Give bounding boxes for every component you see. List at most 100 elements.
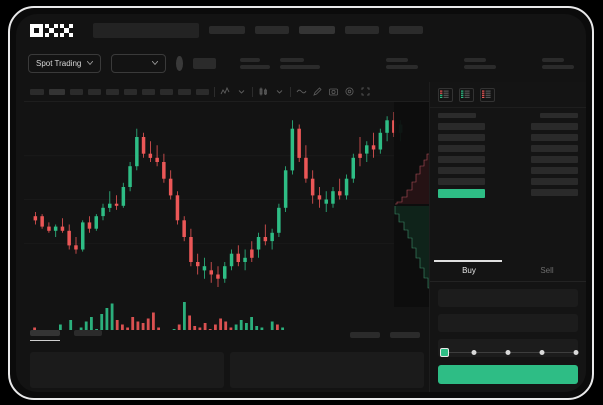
timeframe-8[interactable]: [160, 88, 173, 95]
search-input[interactable]: [93, 22, 199, 38]
chart-type-icon[interactable]: [258, 86, 269, 97]
chevron-down-icon[interactable]: [274, 86, 285, 97]
stat-label: [280, 57, 304, 62]
stat-label: [386, 57, 408, 62]
gear-icon[interactable]: [344, 86, 355, 97]
orderbook-view-modes: [430, 82, 586, 108]
logo-letter-o: [30, 23, 43, 37]
orderbook-mode-bids[interactable]: [459, 88, 474, 102]
orderbook-row[interactable]: [438, 123, 578, 130]
chevron-down-icon: [152, 60, 159, 67]
orders-content: [30, 352, 424, 388]
okx-logo[interactable]: [30, 23, 73, 37]
orderbook-row[interactable]: [438, 189, 578, 198]
stat-label: [542, 57, 564, 62]
orderbook-price: [438, 156, 485, 163]
orders-panel-right[interactable]: [230, 352, 424, 388]
stat-value: [464, 64, 496, 69]
toolbar-divider: [290, 86, 291, 97]
orders-tab-2[interactable]: [74, 330, 102, 336]
timeframe-1[interactable]: [30, 88, 44, 95]
volume-series: [33, 302, 284, 330]
orderbook-price: [438, 134, 485, 141]
orderbook-header: [438, 113, 578, 118]
tab-buy[interactable]: Buy: [462, 266, 476, 275]
chevron-down-icon: [87, 60, 94, 67]
slider-handle[interactable]: [440, 348, 449, 357]
stat-label: [464, 57, 486, 62]
stat-label: [240, 57, 260, 62]
orders-panel: [24, 330, 426, 388]
candle-series: [33, 112, 403, 287]
orderbook-price: [438, 178, 485, 185]
chart-svg: [24, 112, 434, 330]
trading-mode-select[interactable]: Spot Trading: [28, 53, 102, 73]
stat-value: [386, 64, 418, 69]
top-navigation-bar: [16, 14, 586, 46]
orderbook-row[interactable]: [438, 167, 578, 174]
orders-action-1[interactable]: [350, 332, 380, 338]
stat-item-2: [280, 57, 320, 69]
pencil-icon[interactable]: [312, 86, 323, 97]
order-price-field[interactable]: [438, 289, 578, 307]
order-amount-field[interactable]: [438, 314, 578, 332]
trading-mode-label: Spot Trading: [36, 58, 82, 68]
orderbook-amount: [531, 123, 578, 130]
timeframe-2[interactable]: [49, 88, 65, 95]
orderbook[interactable]: [430, 109, 586, 259]
orderbook-amount: [531, 145, 578, 152]
chevron-down-icon[interactable]: [236, 86, 247, 97]
orders-panel-left[interactable]: [30, 352, 224, 388]
stat-value: [542, 64, 574, 69]
slider-step-100[interactable]: [573, 350, 579, 355]
orderbook-rows: [438, 123, 578, 198]
timeframe-9[interactable]: [178, 88, 191, 95]
timeframe-4[interactable]: [88, 88, 101, 95]
timeframe-10[interactable]: [196, 88, 209, 95]
device-frame: Spot Trading: [8, 6, 594, 400]
orderbook-row[interactable]: [438, 156, 578, 163]
timeframe-3[interactable]: [70, 88, 83, 95]
nav-item-2[interactable]: [255, 26, 289, 34]
orderbook-row[interactable]: [438, 178, 578, 185]
camera-icon[interactable]: [328, 86, 339, 97]
orders-action-2[interactable]: [390, 332, 420, 338]
slider-step-50[interactable]: [505, 350, 511, 355]
timeframe-7[interactable]: [142, 88, 155, 95]
nav-item-1[interactable]: [209, 26, 245, 34]
line-wave-icon[interactable]: [296, 86, 307, 97]
toolbar-divider: [214, 86, 215, 97]
tab-sell[interactable]: Sell: [540, 266, 554, 275]
stat-item-3: [386, 57, 418, 69]
fullscreen-icon[interactable]: [360, 86, 371, 97]
slider-step-25[interactable]: [471, 350, 477, 355]
orders-tab-1[interactable]: [30, 330, 60, 341]
stat-item-1: [240, 57, 270, 69]
logo-letter-k: [45, 23, 58, 37]
orderbook-mode-asks[interactable]: [480, 88, 495, 102]
percent-slider[interactable]: [440, 348, 579, 358]
candlestick-chart[interactable]: [24, 102, 434, 330]
slider-step-75[interactable]: [539, 350, 545, 355]
stat-item-5: [542, 57, 574, 69]
orderbook-mode-both[interactable]: [438, 88, 453, 102]
orderbook-row[interactable]: [438, 145, 578, 152]
orderbook-amount: [531, 167, 578, 174]
submit-buy-button[interactable]: [438, 365, 578, 384]
orderbook-amount: [531, 178, 578, 185]
chart-toolbar: [24, 82, 434, 102]
app-screen: Spot Trading: [16, 14, 586, 392]
trading-pair-select[interactable]: [111, 53, 167, 73]
nav-item-5[interactable]: [389, 26, 423, 34]
timeframe-6[interactable]: [124, 88, 137, 95]
orderbook-row[interactable]: [438, 134, 578, 141]
timeframe-5[interactable]: [106, 88, 119, 95]
last-price: [192, 57, 216, 69]
nav-item-3[interactable]: [299, 26, 335, 34]
orders-tab-1-label: [30, 330, 60, 336]
active-tab-underline: [434, 260, 502, 262]
chart-gridlines: [24, 155, 434, 244]
indicator-icon[interactable]: [220, 86, 231, 97]
orderbook-price: [438, 123, 485, 130]
nav-item-4[interactable]: [345, 26, 379, 34]
